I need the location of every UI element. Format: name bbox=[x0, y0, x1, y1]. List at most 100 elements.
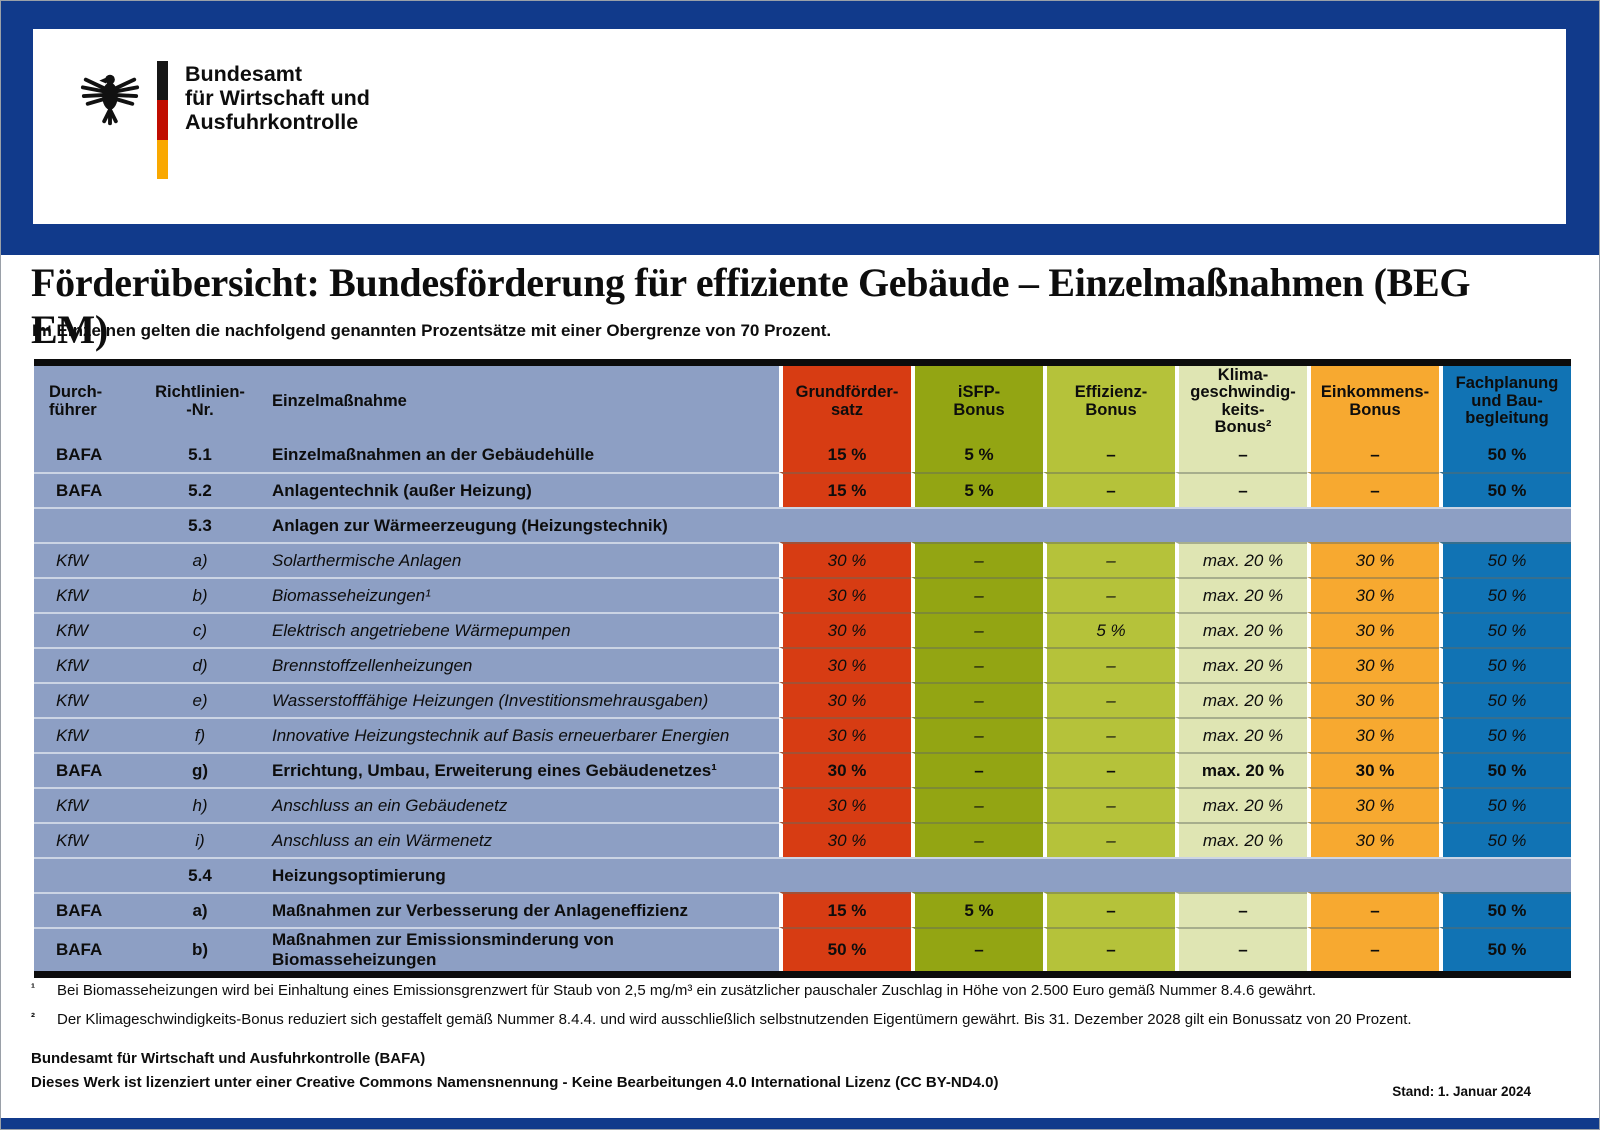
richtlinien-nr-cell: i) bbox=[136, 822, 264, 857]
value-cell: 50 % bbox=[1439, 542, 1571, 577]
footnote-1-marker: ¹ bbox=[31, 981, 35, 995]
federal-eagle-icon bbox=[80, 74, 140, 126]
col-header-einzelmassnahme: Einzelmaßnahme bbox=[264, 366, 779, 437]
value-cell: – bbox=[1043, 682, 1175, 717]
table-row: BAFA g) Errichtung, Umbau, Erweiterung ein… bbox=[34, 752, 1571, 787]
value-cell: – bbox=[1043, 927, 1175, 971]
col-header-einkommens-bonus: Einkommens- Bonus bbox=[1307, 366, 1439, 437]
richtlinien-nr-cell: c) bbox=[136, 612, 264, 647]
value-cell: max. 20 % bbox=[1175, 822, 1307, 857]
value-cell: 5 % bbox=[911, 892, 1043, 927]
flag-bar-icon bbox=[157, 61, 168, 179]
col-header-isfp-bonus: iSFP- Bonus bbox=[911, 366, 1043, 437]
logo-text-line1: Bundesamt bbox=[185, 62, 303, 86]
value-cell: – bbox=[1043, 717, 1175, 752]
value-cell: 30 % bbox=[779, 647, 911, 682]
richtlinien-nr-cell: h) bbox=[136, 787, 264, 822]
value-cell: 50 % bbox=[1439, 927, 1571, 971]
richtlinien-nr-cell: d) bbox=[136, 647, 264, 682]
value-cell: – bbox=[1307, 927, 1439, 971]
value-cell: – bbox=[911, 682, 1043, 717]
value-cell: max. 20 % bbox=[1175, 682, 1307, 717]
measure-cell: Heizungsoptimierung bbox=[264, 857, 1571, 892]
value-cell: 5 % bbox=[1043, 612, 1175, 647]
value-cell: 15 % bbox=[779, 472, 911, 507]
richtlinien-nr-cell: f) bbox=[136, 717, 264, 752]
col-header-klima-bonus: Klima- geschwindig- keits- Bonus² bbox=[1175, 366, 1307, 437]
executor-cell: KfW bbox=[34, 647, 136, 682]
table-row: BAFA a) Maßnahmen zur Verbesserung der Anl… bbox=[34, 892, 1571, 927]
value-cell: – bbox=[1043, 752, 1175, 787]
value-cell: 50 % bbox=[1439, 577, 1571, 612]
footnote-2: ² Der Klimageschwindigkeits-Bonus reduzi… bbox=[31, 1010, 1561, 1030]
value-cell: 30 % bbox=[1307, 787, 1439, 822]
value-cell: max. 20 % bbox=[1175, 647, 1307, 682]
measure-cell: Biomasseheizungen¹ bbox=[264, 577, 779, 612]
value-cell: – bbox=[1175, 437, 1307, 472]
richtlinien-nr-cell: b) bbox=[136, 577, 264, 612]
executor-cell: KfW bbox=[34, 612, 136, 647]
richtlinien-nr-cell: g) bbox=[136, 752, 264, 787]
section-row: 5.3 Anlagen zur Wärmeerzeugung (Heizungst… bbox=[34, 507, 1571, 542]
measure-cell: Wasserstofffähige Heizungen (Investition… bbox=[264, 682, 779, 717]
flag-red-segment bbox=[157, 100, 168, 140]
footer: Bundesamt für Wirtschaft und Ausfuhrkont… bbox=[31, 1047, 998, 1095]
value-cell: – bbox=[1043, 437, 1175, 472]
value-cell: 30 % bbox=[1307, 577, 1439, 612]
table-row: KfW h) Anschluss an ein Gebäudenetz 30 % – – m… bbox=[34, 787, 1571, 822]
executor-cell: BAFA bbox=[34, 437, 136, 472]
value-cell: 50 % bbox=[1439, 472, 1571, 507]
measure-cell: Maßnahmen zur Emissionsminderung von Bio… bbox=[264, 927, 779, 971]
col-header-durchfuehrer: Durch- führer bbox=[34, 366, 136, 437]
value-cell: – bbox=[1307, 892, 1439, 927]
table-row: KfW i) Anschluss an ein Wärmenetz 30 % – – max… bbox=[34, 822, 1571, 857]
value-cell: 50 % bbox=[1439, 647, 1571, 682]
table-row: KfW a) Solarthermische Anlagen 30 % – – max. 2… bbox=[34, 542, 1571, 577]
richtlinien-nr-cell: b) bbox=[136, 927, 264, 971]
table-row: BAFA 5.2 Anlagentechnik (außer Heizung) 15 … bbox=[34, 472, 1571, 507]
value-cell: 30 % bbox=[779, 612, 911, 647]
value-cell: 50 % bbox=[1439, 437, 1571, 472]
executor-cell: KfW bbox=[34, 542, 136, 577]
executor-cell: KfW bbox=[34, 822, 136, 857]
table-row: KfW d) Brennstoffzellenheizungen 30 % – – max.… bbox=[34, 647, 1571, 682]
executor-cell: KfW bbox=[34, 787, 136, 822]
value-cell: 30 % bbox=[1307, 717, 1439, 752]
measure-cell: Anlagentechnik (außer Heizung) bbox=[264, 472, 779, 507]
value-cell: 30 % bbox=[779, 542, 911, 577]
footer-publisher: Bundesamt für Wirtschaft und Ausfuhrkont… bbox=[31, 1050, 426, 1067]
page-subtitle: Im Einzelnen gelten die nachfolgend gena… bbox=[32, 321, 832, 340]
value-cell: 50 % bbox=[1439, 717, 1571, 752]
top-banner: Bundesamt für Wirtschaft und Ausfuhrkont… bbox=[1, 1, 1599, 255]
executor-cell: BAFA bbox=[34, 892, 136, 927]
value-cell: – bbox=[1043, 647, 1175, 682]
executor-cell bbox=[34, 857, 136, 892]
measure-cell: Brennstoffzellenheizungen bbox=[264, 647, 779, 682]
richtlinien-nr-cell: a) bbox=[136, 892, 264, 927]
col-header-richtlinien-nr: Richtlinien- -Nr. bbox=[136, 366, 264, 437]
value-cell: max. 20 % bbox=[1175, 612, 1307, 647]
richtlinien-nr-cell: e) bbox=[136, 682, 264, 717]
value-cell: max. 20 % bbox=[1175, 717, 1307, 752]
value-cell: 30 % bbox=[1307, 682, 1439, 717]
footnotes: ¹ Bei Biomasseheizungen wird bei Einhalt… bbox=[31, 981, 1561, 1040]
value-cell: – bbox=[1307, 437, 1439, 472]
table-row: BAFA b) Maßnahmen zur Emissionsminderung v… bbox=[34, 927, 1571, 971]
richtlinien-nr-cell: 5.4 bbox=[136, 857, 264, 892]
funding-table: Durch- führer Richtlinien- -Nr. Einzelma… bbox=[34, 359, 1571, 978]
value-cell: 30 % bbox=[779, 682, 911, 717]
value-cell: 5 % bbox=[911, 472, 1043, 507]
logo-text-line2: für Wirtschaft und bbox=[185, 86, 370, 111]
value-cell: 15 % bbox=[779, 892, 911, 927]
value-cell: 5 % bbox=[911, 437, 1043, 472]
value-cell: – bbox=[911, 542, 1043, 577]
value-cell: – bbox=[911, 927, 1043, 971]
value-cell: 30 % bbox=[779, 577, 911, 612]
funding-table-wrap: Durch- führer Richtlinien- -Nr. Einzelma… bbox=[34, 359, 1571, 978]
value-cell: 30 % bbox=[1307, 822, 1439, 857]
measure-cell: Innovative Heizungstechnik auf Basis ern… bbox=[264, 717, 779, 752]
value-cell: 30 % bbox=[1307, 647, 1439, 682]
table-row: KfW e) Wasserstofffähige Heizungen (Invest… bbox=[34, 682, 1571, 717]
value-cell: – bbox=[911, 577, 1043, 612]
measure-cell: Errichtung, Umbau, Erweiterung eines Geb… bbox=[264, 752, 779, 787]
